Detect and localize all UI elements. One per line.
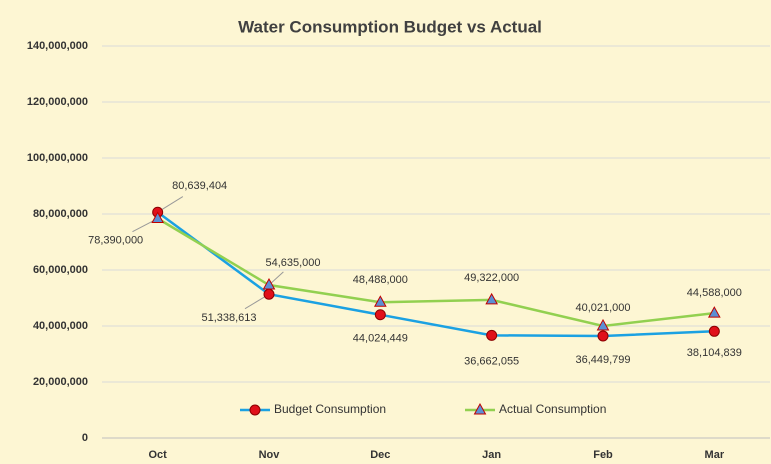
data-label: 51,338,613	[201, 312, 256, 324]
y-tick-label: 120,000,000	[27, 96, 88, 108]
marker	[596, 318, 610, 331]
marker	[151, 211, 165, 224]
marker	[373, 295, 387, 307]
x-tick-label: Feb	[593, 449, 613, 461]
y-tick-label: 0	[82, 432, 88, 444]
legend-marker	[249, 404, 261, 416]
marker	[486, 329, 498, 341]
series-line	[157, 217, 715, 328]
data-label: 48,488,000	[353, 274, 408, 286]
marker	[485, 292, 499, 305]
data-label: 36,662,055	[464, 355, 519, 367]
y-tick-label: 60,000,000	[33, 264, 88, 276]
data-label: 80,639,404	[172, 180, 227, 192]
legend-marker	[473, 402, 487, 415]
x-tick-label: Dec	[370, 449, 390, 461]
marker	[374, 309, 386, 321]
y-tick-label: 140,000,000	[27, 40, 88, 52]
marker	[597, 330, 609, 342]
x-tick-label: Oct	[148, 449, 167, 461]
y-tick-label: 100,000,000	[27, 152, 88, 164]
marker	[262, 277, 276, 290]
data-label: 54,635,000	[265, 257, 320, 269]
x-tick-label: Nov	[259, 449, 281, 461]
data-label: 44,588,000	[687, 287, 742, 299]
data-label: 40,021,000	[575, 302, 630, 314]
data-label: 78,390,000	[88, 234, 143, 246]
marker	[263, 288, 275, 300]
x-tick-label: Jan	[482, 449, 501, 461]
chart-title: Water Consumption Budget vs Actual	[238, 17, 542, 36]
data-label: 49,322,000	[464, 272, 519, 284]
data-label: 36,449,799	[575, 354, 630, 366]
y-tick-label: 40,000,000	[33, 320, 88, 332]
marker	[707, 306, 721, 318]
legend-label: Actual Consumption	[499, 402, 606, 416]
data-label: 38,104,839	[687, 347, 742, 359]
marker	[708, 325, 720, 337]
data-label: 44,024,449	[353, 333, 408, 345]
legend-label: Budget Consumption	[274, 402, 386, 416]
y-tick-label: 80,000,000	[33, 208, 88, 220]
y-tick-label: 20,000,000	[33, 376, 88, 388]
series-line	[156, 211, 715, 338]
x-tick-label: Mar	[705, 449, 725, 461]
